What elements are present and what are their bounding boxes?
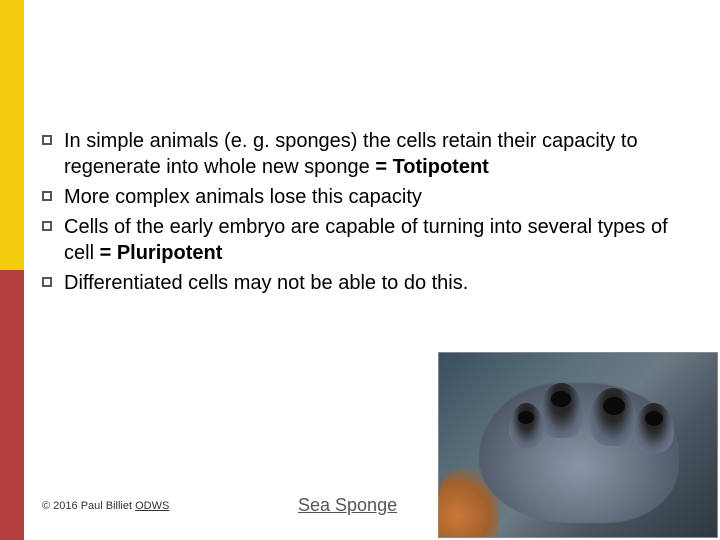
bullet-icon — [42, 135, 52, 145]
bullet-icon — [42, 277, 52, 287]
copyright-footer: © 2016 Paul Billiet ODWS — [42, 500, 169, 512]
bullet-text: Differentiated cells may not be able to … — [64, 270, 468, 296]
bullet-text: In simple animals (e. g. sponges) the ce… — [64, 128, 690, 180]
accent-yellow — [0, 0, 24, 270]
bullet-text: More complex animals lose this capacity — [64, 184, 422, 210]
accent-sidebar — [0, 0, 24, 540]
bullet-icon — [42, 191, 52, 201]
main-content: In simple animals (e. g. sponges) the ce… — [42, 128, 690, 300]
list-item: Cells of the early embryo are capable of… — [42, 214, 690, 266]
footer-link[interactable]: ODWS — [135, 500, 169, 512]
bullet-icon — [42, 221, 52, 231]
bullet-list: In simple animals (e. g. sponges) the ce… — [42, 128, 690, 296]
sea-sponge-image — [438, 352, 718, 538]
accent-red — [0, 270, 24, 540]
sponge-oscule — [645, 411, 663, 426]
sponge-tube — [509, 403, 544, 448]
list-item: In simple animals (e. g. sponges) the ce… — [42, 128, 690, 180]
sponge-oscule — [518, 411, 534, 424]
list-item: Differentiated cells may not be able to … — [42, 270, 690, 296]
sponge-oscule — [551, 391, 571, 407]
sponge-oscule — [603, 397, 625, 415]
copyright-text: © 2016 Paul Billiet — [42, 500, 135, 512]
list-item: More complex animals lose this capacity — [42, 184, 690, 210]
image-caption[interactable]: Sea Sponge — [298, 495, 397, 516]
bullet-text: Cells of the early embryo are capable of… — [64, 214, 690, 266]
